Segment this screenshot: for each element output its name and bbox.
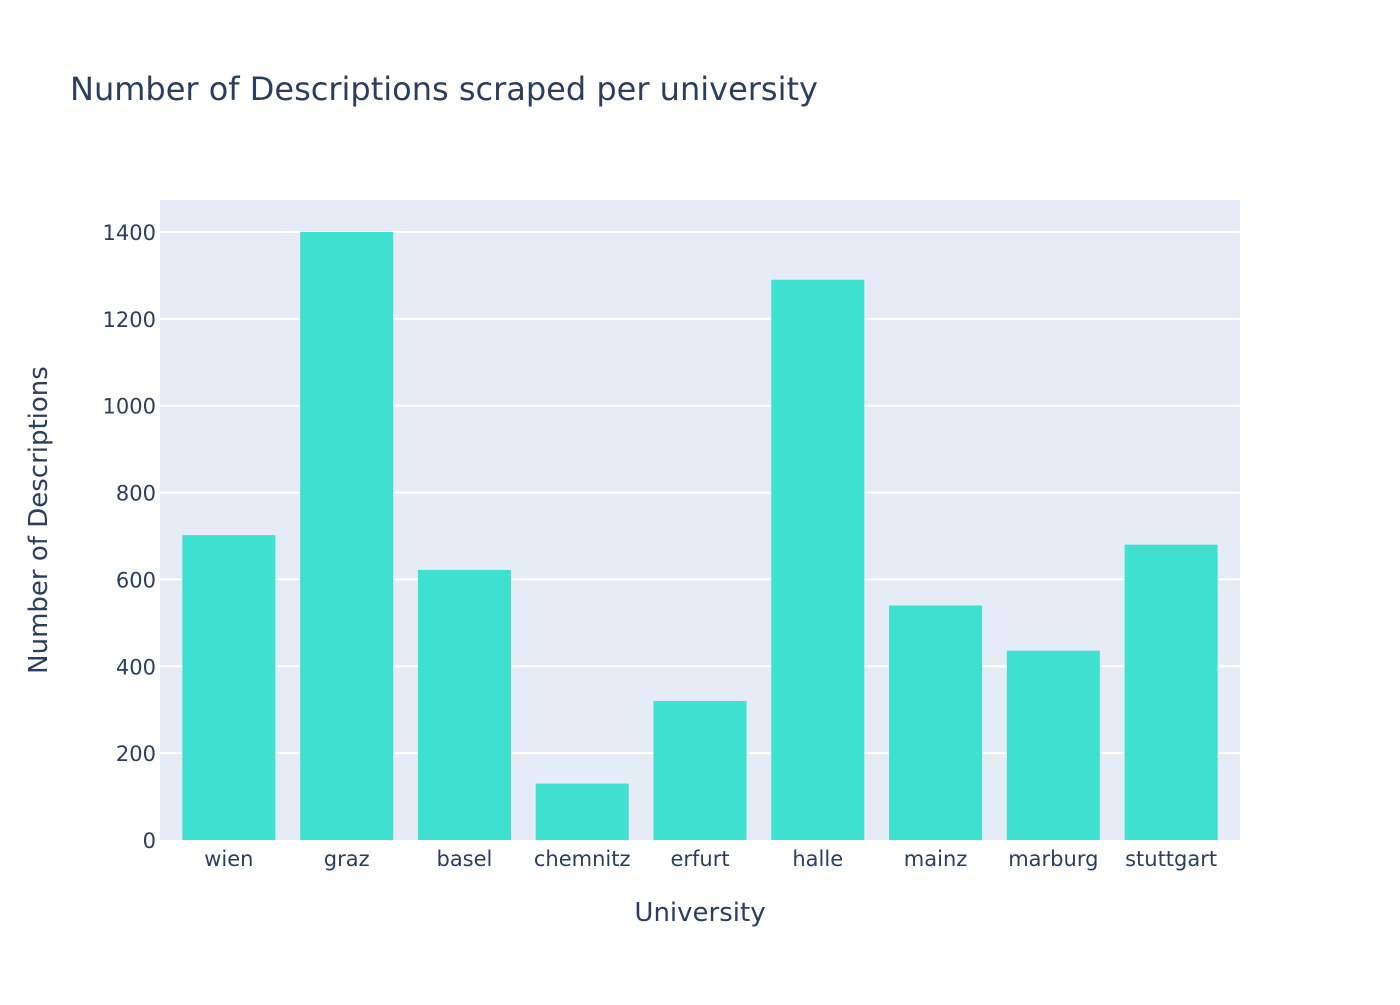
bar-halle bbox=[771, 279, 865, 840]
y-tick-label: 400 bbox=[116, 655, 156, 679]
y-tick-labels: 0 200 400 600 800 1000 1200 1400 bbox=[103, 221, 156, 853]
x-tick-label: mainz bbox=[904, 847, 968, 871]
y-tick-label: 1400 bbox=[103, 221, 156, 245]
x-tick-label: stuttgart bbox=[1125, 847, 1217, 871]
bar-stuttgart bbox=[1124, 544, 1218, 840]
x-tick-label: graz bbox=[324, 847, 370, 871]
y-tick-label: 1000 bbox=[103, 395, 156, 419]
bar-chemnitz bbox=[535, 783, 629, 840]
x-tick-label: erfurt bbox=[670, 847, 729, 871]
x-axis-title: University bbox=[634, 898, 765, 928]
x-tick-label: basel bbox=[436, 847, 492, 871]
x-tick-label: wien bbox=[204, 847, 253, 871]
x-tick-label: chemnitz bbox=[534, 847, 631, 871]
x-tick-label: halle bbox=[792, 847, 843, 871]
bar-marburg bbox=[1006, 650, 1100, 840]
chart-title: Number of Descriptions scraped per unive… bbox=[70, 70, 818, 108]
y-tick-label: 200 bbox=[116, 742, 156, 766]
y-tick-label: 0 bbox=[143, 829, 156, 853]
bar-basel bbox=[417, 569, 511, 840]
y-axis-title: Number of Descriptions bbox=[24, 366, 54, 674]
x-tick-labels: wien graz basel chemnitz erfurt halle mainz mar… bbox=[204, 847, 1217, 871]
y-tick-label: 600 bbox=[116, 568, 156, 592]
bar-graz bbox=[300, 232, 394, 840]
x-tick-label: marburg bbox=[1008, 847, 1098, 871]
bars bbox=[182, 232, 1218, 840]
bar-mainz bbox=[889, 605, 983, 840]
y-tick-label: 1200 bbox=[103, 308, 156, 332]
bar-wien bbox=[182, 535, 276, 840]
y-tick-label: 800 bbox=[116, 482, 156, 506]
bar-erfurt bbox=[653, 701, 747, 840]
